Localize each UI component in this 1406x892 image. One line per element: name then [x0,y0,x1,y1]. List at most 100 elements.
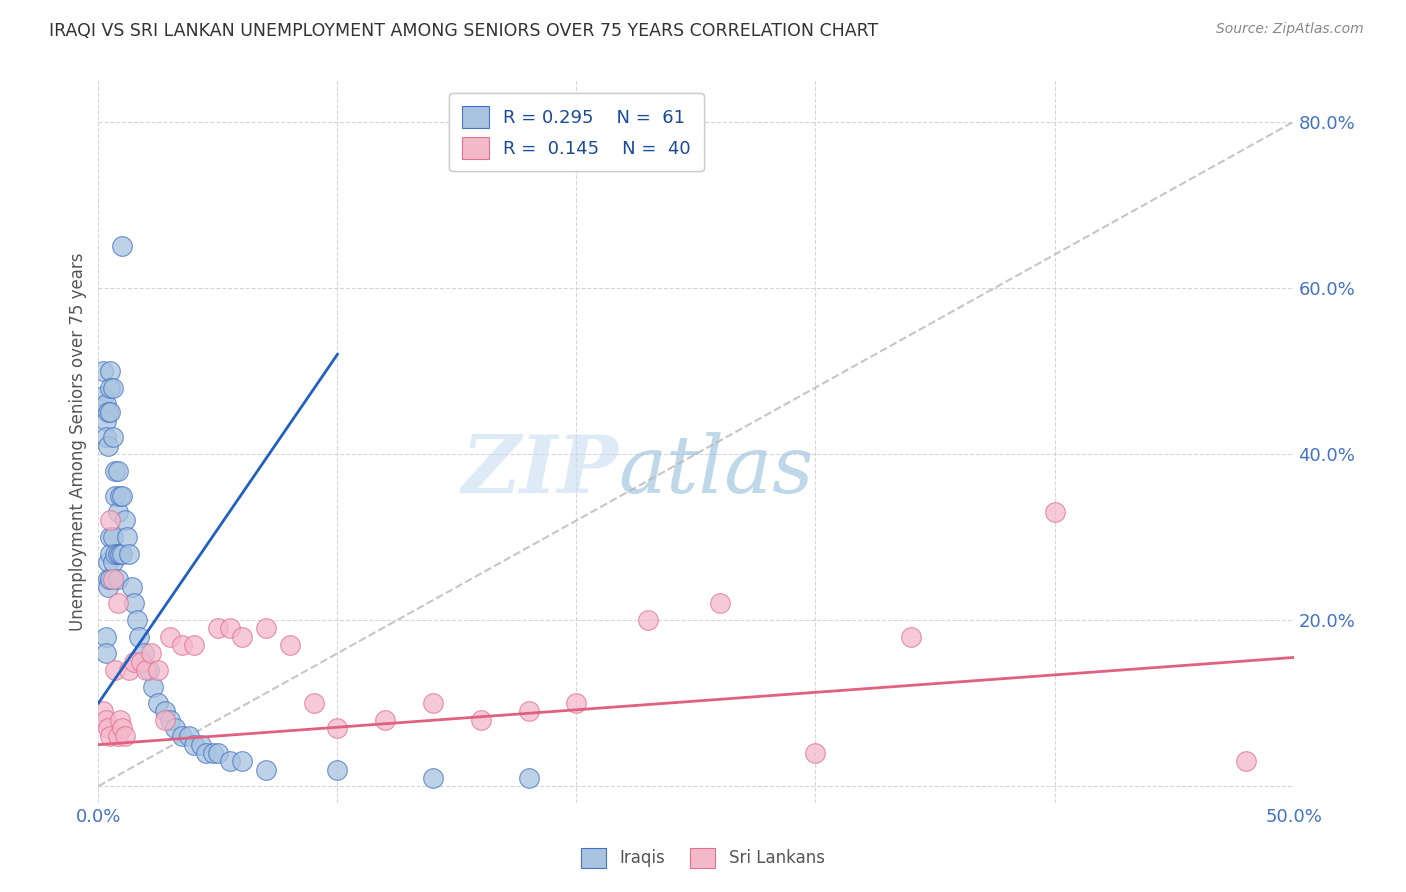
Point [190,738,212,752]
Point [138,663,160,677]
Point [195,746,218,760]
Point [128,630,150,644]
Point [98,572,122,586]
Point [422,696,444,710]
Point [565,696,588,710]
Point [207,746,229,760]
Point [107,547,129,561]
Point [118,663,141,677]
Point [94,713,117,727]
Point [101,380,124,394]
Point [97,580,120,594]
Point [804,746,827,760]
Point [97,439,120,453]
Point [118,547,141,561]
Point [91,389,114,403]
Point [114,730,136,744]
Point [104,489,127,503]
Point [101,530,124,544]
Point [155,705,177,719]
Point [91,364,114,378]
Point [107,730,129,744]
Point [254,621,277,635]
Point [1234,754,1257,768]
Point [91,705,114,719]
Text: atlas: atlas [619,432,814,509]
Point [104,547,127,561]
Point [94,630,117,644]
Point [900,630,922,644]
Point [207,621,229,635]
Point [326,763,349,777]
Point [121,580,143,594]
Point [374,713,396,727]
Point [97,572,120,586]
Point [104,464,127,478]
Point [219,754,242,768]
Point [219,621,242,635]
Point [124,655,146,669]
Point [159,630,181,644]
Point [107,464,129,478]
Point [517,771,540,785]
Point [163,721,186,735]
Point [101,555,124,569]
Point [101,430,124,444]
Point [517,705,540,719]
Point [254,763,277,777]
Point [470,713,492,727]
Point [94,430,117,444]
Point [326,721,349,735]
Point [107,572,129,586]
Point [108,547,131,561]
Text: Source: ZipAtlas.com: Source: ZipAtlas.com [1216,22,1364,37]
Point [98,405,122,419]
Point [1043,505,1066,519]
Point [202,746,225,760]
Point [172,730,194,744]
Point [148,696,170,710]
Point [172,638,194,652]
Point [98,513,122,527]
Point [98,380,122,394]
Point [97,405,120,419]
Point [94,646,117,660]
Point [108,489,131,503]
Text: ZIP: ZIP [461,432,619,509]
Point [135,663,157,677]
Text: IRAQI VS SRI LANKAN UNEMPLOYMENT AMONG SENIORS OVER 75 YEARS CORRELATION CHART: IRAQI VS SRI LANKAN UNEMPLOYMENT AMONG S… [49,22,879,40]
Point [422,771,444,785]
Point [148,663,170,677]
Legend: R = 0.295    N =  61, R =  0.145    N =  40: R = 0.295 N = 61, R = 0.145 N = 40 [450,93,703,171]
Point [111,489,134,503]
Legend: Iraqis, Sri Lankans: Iraqis, Sri Lankans [575,841,831,875]
Point [159,713,181,727]
Point [132,646,155,660]
Point [302,696,325,710]
Point [107,597,129,611]
Point [94,397,117,411]
Point [111,721,134,735]
Point [637,613,659,627]
Point [278,638,301,652]
Point [183,638,205,652]
Point [114,513,136,527]
Point [94,414,117,428]
Point [97,555,120,569]
Point [104,663,127,677]
Point [98,530,122,544]
Point [155,713,177,727]
Point [231,754,253,768]
Point [101,572,124,586]
Point [139,646,162,660]
Point [98,547,122,561]
Point [183,738,205,752]
Point [142,680,165,694]
Point [124,597,146,611]
Point [179,730,201,744]
Point [108,713,131,727]
Point [98,730,122,744]
Y-axis label: Unemployment Among Seniors over 75 years: Unemployment Among Seniors over 75 years [69,252,87,631]
Point [97,721,120,735]
Point [709,597,731,611]
